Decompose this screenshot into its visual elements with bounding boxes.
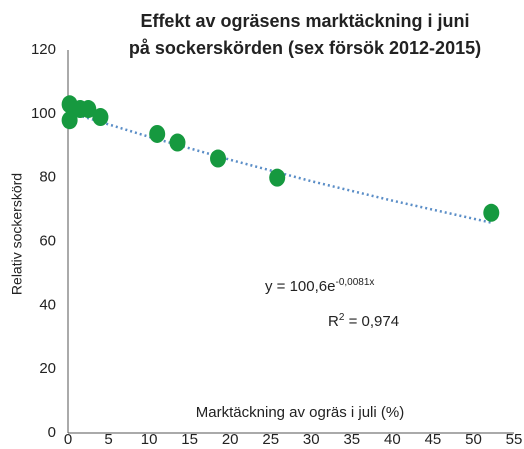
x-tick-label: 10 (141, 431, 158, 448)
y-tick-label: 100 (31, 105, 56, 122)
point (210, 149, 227, 168)
x-tick-label: 5 (104, 431, 112, 448)
point (61, 111, 78, 130)
x-axis-label: Marktäckning av ogräs i juli (%) (196, 404, 404, 421)
x-tick-label: 45 (425, 431, 442, 448)
x-tick-label: 30 (303, 431, 320, 448)
point (80, 100, 97, 119)
r-squared: R2 = 0,974 (328, 312, 399, 330)
y-tick-label: 60 (39, 232, 56, 249)
y-tick-label: 20 (39, 360, 56, 377)
x-tick-label: 25 (262, 431, 279, 448)
x-tick-label: 35 (343, 431, 360, 448)
point (169, 133, 186, 152)
point (92, 108, 109, 127)
x-tick-label: 40 (384, 431, 401, 448)
y-tick-label: 120 (31, 41, 56, 58)
x-tick-label: 55 (506, 431, 523, 448)
chart-title: Effekt av ogräsens marktäckning i juni (140, 11, 469, 31)
chart-title: på sockerskörden (sex försök 2012-2015) (129, 38, 481, 58)
y-tick-label: 40 (39, 296, 56, 313)
y-tick-label: 80 (39, 169, 56, 186)
point (483, 203, 500, 222)
point (269, 168, 286, 187)
y-axis-label: Relativ sockerskörd (9, 173, 25, 295)
point (149, 124, 166, 143)
trendline (67, 110, 492, 224)
y-tick-label: 0 (48, 424, 56, 441)
x-tick-label: 20 (222, 431, 239, 448)
equation: y = 100,6e-0,0081x (265, 277, 374, 295)
x-tick-label: 15 (181, 431, 198, 448)
x-tick-label: 50 (465, 431, 482, 448)
x-tick-label: 0 (64, 431, 72, 448)
